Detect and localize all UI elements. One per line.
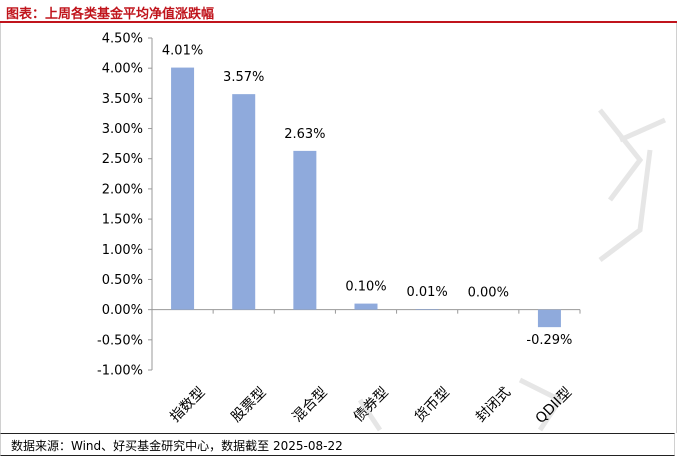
- y-tick-label: 3.00%: [102, 122, 143, 137]
- data-labels: 4.01% 3.57% 2.63% 0.10% 0.01% 0.00% -0.29%: [162, 44, 573, 349]
- bar: [537, 309, 561, 328]
- data-label: 0.10%: [345, 280, 386, 295]
- category-label: 混合型: [290, 384, 331, 425]
- category-label: 股票型: [228, 384, 269, 425]
- y-tick-label: 3.50%: [102, 92, 143, 107]
- y-tick-label: 2.50%: [102, 152, 143, 167]
- bar: [354, 303, 378, 310]
- category-label: 封闭式: [473, 384, 514, 425]
- y-tick-label: 4.00%: [102, 62, 143, 77]
- data-label: 3.57%: [223, 70, 264, 85]
- y-tick-label: -1.00%: [97, 364, 143, 379]
- y-tick-label: -0.50%: [97, 333, 143, 348]
- y-tick-label: 0.50%: [102, 273, 143, 288]
- watermark: [357, 108, 667, 432]
- data-label: -0.29%: [526, 333, 572, 348]
- chart-title: 图表：上周各类基金平均净值涨跌幅: [6, 7, 215, 22]
- data-label: 0.00%: [468, 286, 509, 301]
- title-divider: [0, 21, 677, 23]
- category-label: 货币型: [411, 384, 453, 426]
- source-text: 数据来源：Wind、好买基金研究中心，数据截至 2025-08-22: [11, 439, 343, 453]
- y-tick-label: 1.00%: [102, 243, 143, 258]
- data-label: 0.01%: [406, 285, 447, 300]
- category-label: 指数型: [167, 384, 208, 425]
- axes: [148, 37, 581, 371]
- bar-chart: 4.01% 3.57% 2.63% 0.10% 0.01% 0.00% -0.29% 4.5…: [97, 32, 667, 432]
- y-tick-label: 4.50%: [102, 32, 143, 47]
- bar: [293, 150, 317, 310]
- bar: [171, 67, 195, 310]
- y-tick-label: 0.00%: [102, 303, 143, 318]
- y-tick-label: 2.00%: [102, 182, 143, 197]
- bars: [171, 67, 561, 328]
- data-label: 2.63%: [284, 127, 325, 142]
- y-tick-labels: 4.50% 4.00% 3.50% 3.00% 2.50% 2.00% 1.50% 1.00%…: [97, 32, 143, 379]
- bar: [415, 309, 439, 310]
- source-note: 数据来源：Wind、好买基金研究中心，数据截至 2025-08-22: [0, 433, 675, 456]
- data-label: 4.01%: [162, 44, 203, 59]
- y-tick-label: 1.50%: [102, 213, 143, 228]
- bar: [232, 94, 256, 310]
